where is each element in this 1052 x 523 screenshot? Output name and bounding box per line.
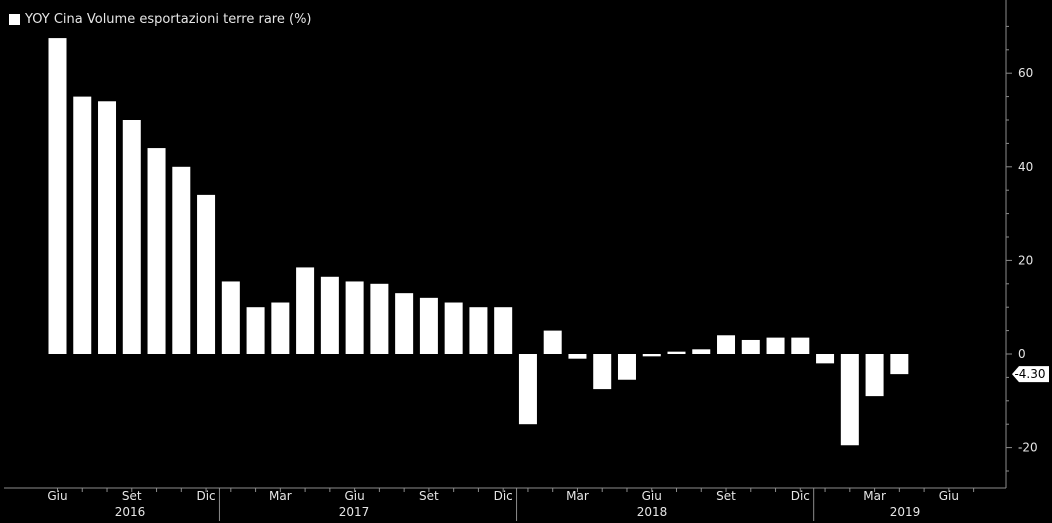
bar bbox=[494, 307, 513, 354]
bar bbox=[865, 354, 884, 397]
year-label: 2017 bbox=[339, 505, 370, 519]
bar bbox=[395, 293, 414, 354]
x-tick-label: Giu bbox=[939, 489, 959, 503]
bar bbox=[320, 276, 339, 354]
bar bbox=[370, 283, 389, 354]
bar bbox=[444, 302, 463, 354]
bar bbox=[147, 148, 166, 354]
y-tick-label: 20 bbox=[1018, 253, 1033, 267]
year-label: 2019 bbox=[890, 505, 921, 519]
x-tick-label: Mar bbox=[863, 489, 886, 503]
bar bbox=[741, 339, 760, 354]
bar bbox=[692, 349, 711, 354]
x-tick-label: Dic bbox=[494, 489, 513, 503]
bar bbox=[73, 96, 92, 354]
y-tick-label: -20 bbox=[1018, 441, 1038, 455]
x-axis: Giu Set Dic Mar Giu Set Dic Mar Giu Set Dic Mar Giu 2… bbox=[4, 487, 1006, 521]
bar bbox=[816, 354, 835, 364]
x-tick-label: Giu bbox=[642, 489, 662, 503]
legend-swatch bbox=[9, 13, 20, 25]
bar bbox=[296, 267, 315, 354]
x-tick-label: Set bbox=[419, 489, 439, 503]
bar bbox=[593, 354, 612, 390]
last-value-marker bbox=[1012, 366, 1049, 383]
bar bbox=[48, 38, 67, 354]
bar bbox=[617, 354, 636, 380]
bar bbox=[271, 302, 290, 354]
bar bbox=[469, 307, 488, 354]
y-tick-label: 60 bbox=[1018, 66, 1033, 80]
bar bbox=[568, 354, 587, 359]
bar bbox=[518, 354, 537, 425]
x-tick-label: Dic bbox=[791, 489, 810, 503]
bar bbox=[667, 351, 686, 354]
bar bbox=[345, 281, 364, 354]
bar bbox=[840, 354, 859, 446]
bars-group bbox=[48, 38, 909, 446]
bar bbox=[122, 120, 141, 354]
bar bbox=[419, 297, 438, 354]
y-axis: 60 40 20 0 -20 -4.30 bbox=[1005, 0, 1049, 488]
last-value-label: -4.30 bbox=[1014, 367, 1045, 381]
bar bbox=[172, 166, 191, 354]
bar bbox=[890, 354, 909, 375]
bar bbox=[717, 335, 736, 354]
x-tick-label: Giu bbox=[47, 489, 67, 503]
x-tick-label: Giu bbox=[344, 489, 364, 503]
year-label: 2016 bbox=[115, 505, 146, 519]
x-tick-label: Set bbox=[716, 489, 736, 503]
x-tick-label: Dic bbox=[196, 489, 215, 503]
x-tick-label: Set bbox=[122, 489, 142, 503]
bar bbox=[791, 337, 810, 354]
bar bbox=[766, 337, 785, 354]
bar bbox=[246, 307, 265, 354]
x-tick-label: Mar bbox=[269, 489, 292, 503]
y-tick-label: 40 bbox=[1018, 160, 1033, 174]
bar bbox=[197, 194, 216, 354]
legend-label: YOY Cina Volume esportazioni terre rare … bbox=[25, 11, 312, 27]
year-label: 2018 bbox=[637, 505, 668, 519]
bar bbox=[543, 330, 562, 354]
x-tick-label: Mar bbox=[566, 489, 589, 503]
bar bbox=[98, 101, 117, 354]
legend: YOY Cina Volume esportazioni terre rare … bbox=[3, 6, 318, 32]
bar bbox=[221, 281, 240, 354]
y-tick-label: 0 bbox=[1018, 347, 1026, 361]
bar bbox=[642, 354, 661, 357]
